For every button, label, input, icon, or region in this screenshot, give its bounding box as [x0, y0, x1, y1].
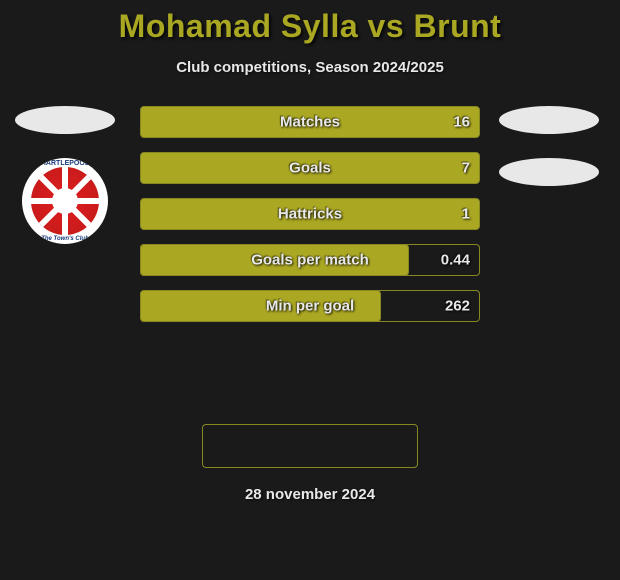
stat-bar-label: Goals [140, 160, 480, 177]
page-subtitle: Club competitions, Season 2024/2025 [0, 59, 620, 76]
right-player-column [494, 106, 604, 186]
brand-text: FcTables.com [254, 435, 394, 457]
stat-bar-label: Goals per match [140, 252, 480, 269]
brand-box: FcTables.com [202, 424, 418, 468]
stat-bar-row: Hattricks1 [140, 198, 480, 230]
comparison-area: HARTLEPOOL The Town's Club Matches16 Goal… [0, 106, 620, 406]
page-title: Mohamad Sylla vs Brunt [0, 0, 620, 45]
bar-chart-icon [226, 437, 248, 455]
left-player-name-oval [15, 106, 115, 134]
stat-bar-label: Min per goal [140, 298, 480, 315]
stat-bar-row: Goals7 [140, 152, 480, 184]
stat-bar-value: 1 [462, 206, 470, 223]
left-player-column: HARTLEPOOL The Town's Club [10, 106, 120, 244]
badge-bottom-text: The Town's Club [22, 236, 108, 242]
right-player-club-oval [499, 158, 599, 186]
stat-bar-value: 0.44 [441, 252, 470, 269]
stat-bar-label: Hattricks [140, 206, 480, 223]
stat-bar-row: Matches16 [140, 106, 480, 138]
stat-bars: Matches16 Goals7 Hattricks1 Goals per match… [140, 106, 480, 322]
stat-bar-value: 7 [462, 160, 470, 177]
badge-wheel [31, 167, 99, 235]
date-text: 28 november 2024 [0, 486, 620, 503]
stat-bar-label: Matches [140, 114, 480, 131]
badge-hub [52, 188, 78, 214]
left-club-badge: HARTLEPOOL The Town's Club [22, 158, 108, 244]
stat-bar-value: 262 [445, 298, 470, 315]
right-player-name-oval [499, 106, 599, 134]
stat-bar-value: 16 [453, 114, 470, 131]
badge-top-text: HARTLEPOOL [22, 160, 108, 167]
stat-bar-row: Min per goal262 [140, 290, 480, 322]
svg-text:FcTables.com: FcTables.com [254, 437, 366, 456]
stat-bar-row: Goals per match0.44 [140, 244, 480, 276]
